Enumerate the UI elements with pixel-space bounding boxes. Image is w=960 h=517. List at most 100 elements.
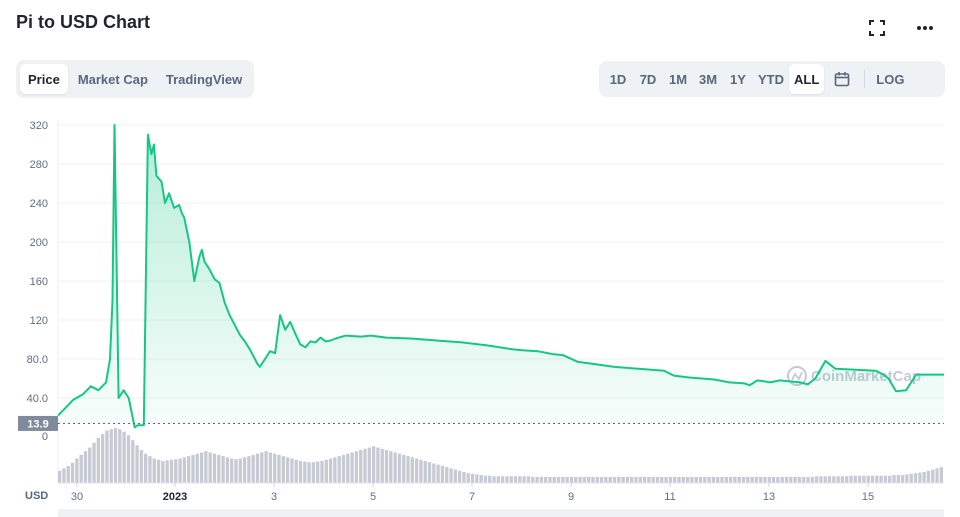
volume-bar bbox=[673, 476, 677, 483]
volume-bar bbox=[341, 454, 346, 483]
volume-bar bbox=[324, 459, 328, 483]
volume-bar bbox=[156, 459, 161, 483]
volume-bar bbox=[849, 475, 853, 483]
volume-bar bbox=[888, 475, 892, 483]
volume-bar bbox=[797, 476, 802, 483]
volume-bar bbox=[896, 475, 900, 483]
page-title: Pi to USD Chart bbox=[16, 12, 151, 32]
volume-bar bbox=[298, 461, 303, 483]
range-all[interactable]: ALL bbox=[789, 64, 825, 94]
volume-bar bbox=[918, 472, 922, 483]
y-tick-label: 280 bbox=[30, 159, 48, 171]
volume-bar bbox=[479, 475, 483, 483]
volume-bar bbox=[303, 461, 307, 483]
volume-bar bbox=[810, 476, 814, 483]
volume-bar bbox=[212, 453, 217, 483]
volume-bar bbox=[148, 456, 152, 483]
volume-bar bbox=[552, 476, 556, 483]
volume-bar bbox=[423, 461, 427, 483]
volume-bar bbox=[367, 447, 371, 483]
volume-bar bbox=[83, 451, 88, 483]
more-icon[interactable] bbox=[915, 18, 935, 38]
volume-bar bbox=[251, 454, 255, 483]
volume-bar bbox=[255, 453, 260, 483]
volume-bar bbox=[857, 475, 862, 483]
volume-bar bbox=[840, 476, 845, 483]
volume-bar bbox=[419, 459, 423, 483]
volume-bar bbox=[62, 468, 66, 483]
volume-bar bbox=[827, 476, 832, 483]
volume-bar bbox=[647, 476, 651, 483]
volume-bar bbox=[191, 454, 195, 483]
volume-bar bbox=[746, 476, 750, 483]
tab-tradingview[interactable]: TradingView bbox=[165, 71, 243, 87]
volume-bar bbox=[427, 462, 432, 483]
volume-bar bbox=[935, 468, 939, 483]
range-7d[interactable]: 7D bbox=[639, 71, 657, 87]
volume-bar bbox=[359, 450, 363, 483]
volume-bar bbox=[720, 476, 724, 483]
volume-bar bbox=[707, 476, 711, 483]
volume-bar bbox=[354, 451, 359, 483]
range-ytd[interactable]: YTD bbox=[758, 71, 784, 87]
range-1m[interactable]: 1M bbox=[668, 71, 688, 87]
volume-bar bbox=[879, 475, 883, 483]
volume-bar bbox=[522, 476, 526, 483]
volume-bar bbox=[759, 476, 763, 483]
volume-bar bbox=[823, 476, 827, 483]
volume-bar bbox=[621, 476, 625, 483]
volume-bar bbox=[660, 476, 664, 483]
volume-bar bbox=[376, 447, 380, 483]
volume-bar bbox=[802, 476, 806, 483]
volume-bar bbox=[703, 476, 707, 483]
volume-bar bbox=[677, 476, 681, 483]
volume-bar bbox=[724, 476, 728, 483]
log-scale-toggle[interactable]: LOG bbox=[876, 71, 905, 87]
volume-bar bbox=[122, 431, 126, 483]
volume-bar bbox=[492, 476, 496, 483]
volume-bar bbox=[126, 435, 131, 483]
volume-bar bbox=[711, 476, 716, 483]
volume-bar bbox=[883, 475, 888, 483]
volume-bar bbox=[780, 476, 784, 483]
volume-bar bbox=[664, 476, 668, 483]
volume-bar bbox=[165, 460, 169, 483]
volume-bar bbox=[638, 476, 642, 483]
calendar-icon[interactable] bbox=[824, 64, 860, 94]
volume-bar bbox=[806, 476, 810, 483]
volume-bar bbox=[462, 472, 466, 483]
x-tick-label: 3 bbox=[271, 491, 277, 503]
volume-bar bbox=[221, 456, 225, 483]
volume-bar bbox=[58, 470, 62, 483]
volume-bar bbox=[737, 476, 741, 483]
y-unit-label: USD bbox=[25, 490, 48, 502]
volume-bar bbox=[101, 434, 105, 483]
fullscreen-icon[interactable] bbox=[867, 18, 887, 38]
range-1y[interactable]: 1Y bbox=[730, 71, 746, 87]
tab-market-cap[interactable]: Market Cap bbox=[77, 71, 148, 87]
volume-bar bbox=[432, 463, 436, 483]
range-divider bbox=[864, 70, 866, 88]
volume-bar bbox=[139, 450, 144, 483]
time-navigator[interactable] bbox=[58, 509, 944, 517]
volume-bar bbox=[698, 476, 703, 483]
volume-bar bbox=[273, 453, 277, 483]
volume-bar bbox=[410, 457, 414, 483]
volume-bar bbox=[819, 476, 823, 483]
volume-bar bbox=[582, 476, 587, 483]
volume-bar bbox=[501, 476, 505, 483]
price-line[interactable] bbox=[57, 124, 944, 429]
price-area-fill bbox=[58, 125, 944, 428]
volume-bar bbox=[922, 472, 926, 483]
range-1d[interactable]: 1D bbox=[609, 71, 627, 87]
tab-price[interactable]: Price bbox=[20, 64, 68, 94]
range-3m[interactable]: 3M bbox=[698, 71, 718, 87]
volume-bar bbox=[75, 458, 79, 483]
volume-bar bbox=[789, 476, 793, 483]
volume-bar bbox=[204, 451, 208, 483]
volume-bar bbox=[531, 476, 535, 483]
volume-bar bbox=[199, 452, 204, 483]
current-price-label: 13.9 bbox=[18, 415, 58, 431]
volume-bar bbox=[651, 476, 655, 483]
